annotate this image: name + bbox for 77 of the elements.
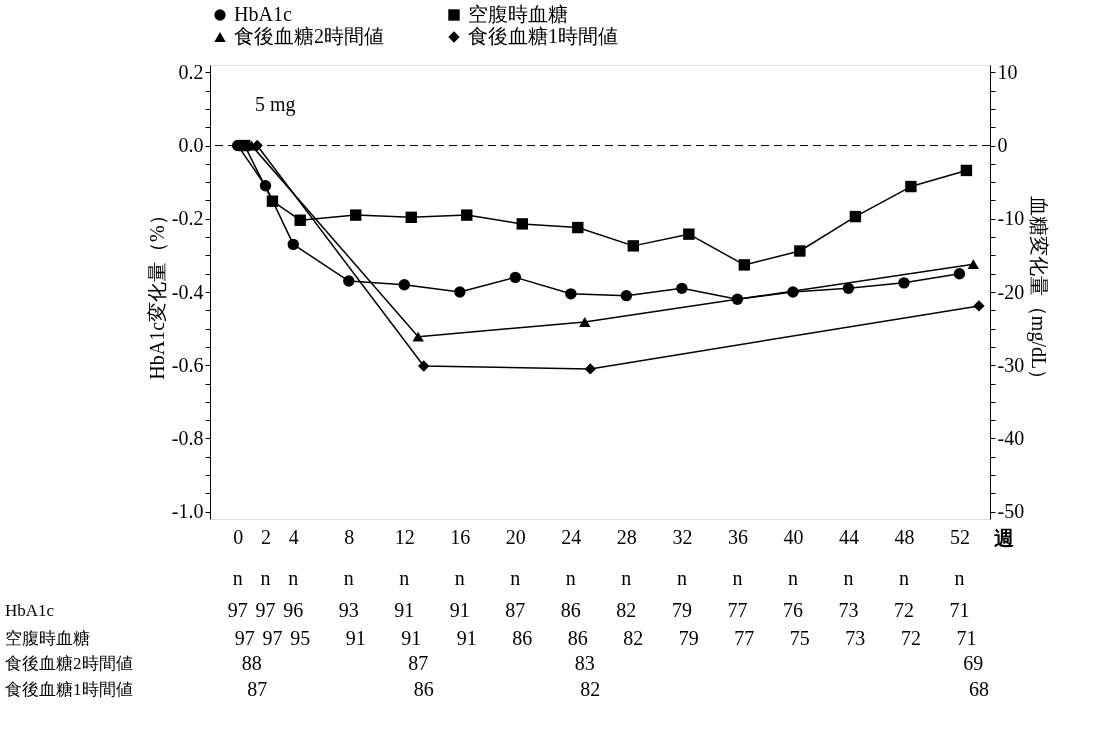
text: 空腹時血糖 (5, 629, 90, 648)
point (266, 195, 279, 207)
y-tick-label: -0.4 (171, 280, 204, 303)
x-tick-label: 0 (233, 525, 244, 548)
x-tick-label: 12 (394, 525, 415, 548)
point (516, 218, 528, 230)
text: 87 86 82 68 (247, 678, 989, 700)
y2-tick-label: -10 (997, 207, 1025, 230)
point (960, 164, 973, 177)
y2-tick-label: 0 (997, 134, 1008, 157)
point (683, 228, 695, 240)
point (905, 180, 917, 193)
point (572, 221, 584, 234)
point (405, 211, 417, 224)
text: 88 87 83 69 (241, 652, 984, 674)
point (584, 363, 596, 375)
y2-tick-label: -40 (997, 426, 1025, 449)
point (842, 282, 855, 295)
x-tick-label: 48 (894, 525, 915, 548)
point (620, 289, 633, 302)
point (412, 331, 424, 342)
point (565, 288, 577, 300)
x-tick-label: 4 (288, 525, 299, 548)
x-tick-label: 28 (616, 525, 637, 548)
x-axis-title: 週 (993, 527, 1014, 549)
point (287, 238, 299, 251)
y-axis-title: HbA1c変化量（%） (145, 205, 168, 380)
x-tick-label: 16 (450, 525, 471, 548)
text: 97 97 95 91 91 91 86 86 82 79 77 75 73 72 71 (234, 627, 977, 649)
point (794, 245, 806, 257)
point (398, 278, 411, 291)
x-tick-label: 52 (949, 525, 970, 548)
y-tick-label: 0.2 (178, 60, 204, 83)
point (418, 360, 430, 372)
text: 97 97 96 93 91 91 87 86 82 79 77 76 73 72 71 (227, 599, 970, 621)
point (953, 268, 966, 280)
point (350, 209, 362, 221)
point (676, 282, 688, 295)
legend-label: HbA1c (234, 3, 292, 25)
point (509, 271, 522, 284)
point (454, 286, 466, 298)
point (627, 240, 640, 252)
point (343, 275, 355, 287)
text: HbA1c (5, 601, 55, 620)
y2-axis-title: 血糖変化量（mg/dL） (1027, 195, 1051, 390)
point (849, 210, 862, 223)
x-tick-label: 24 (561, 525, 582, 548)
text: 食後血糖2時間値 (5, 654, 133, 673)
y2-tick-label: -50 (997, 500, 1025, 523)
x-tick-label: 20 (505, 525, 526, 548)
point (973, 300, 985, 312)
legend-label: 食後血糖1時間値 (468, 25, 618, 47)
text: 食後血糖1時間値 (5, 680, 133, 699)
annotation: 5 mg (255, 93, 296, 116)
legend-label: 食後血糖2時間値 (234, 25, 384, 47)
legend-label: 空腹時血糖 (468, 3, 568, 25)
point (579, 317, 591, 327)
point (967, 259, 980, 270)
text: n n n n n n n n n n n n n n n (232, 567, 965, 589)
point (738, 259, 751, 271)
y2-tick-label: -30 (997, 353, 1025, 376)
y2-tick-label: -20 (997, 280, 1025, 303)
x-tick-label: 44 (838, 525, 859, 548)
point (294, 214, 306, 226)
x-tick-label: 2 (261, 525, 272, 548)
y-tick-label: -0.6 (171, 353, 204, 376)
y2-tick-label: 10 (997, 60, 1018, 83)
x-tick-label: 8 (344, 525, 355, 548)
point (461, 209, 473, 221)
point (898, 277, 910, 289)
y-tick-label: -1.0 (171, 500, 204, 523)
x-tick-label: 40 (783, 525, 804, 548)
x-tick-label: 36 (727, 525, 748, 548)
y-tick-label: 0.0 (178, 134, 204, 157)
y-tick-label: -0.8 (171, 426, 204, 449)
y-tick-label: -0.2 (171, 207, 204, 230)
x-tick-label: 32 (672, 525, 693, 548)
